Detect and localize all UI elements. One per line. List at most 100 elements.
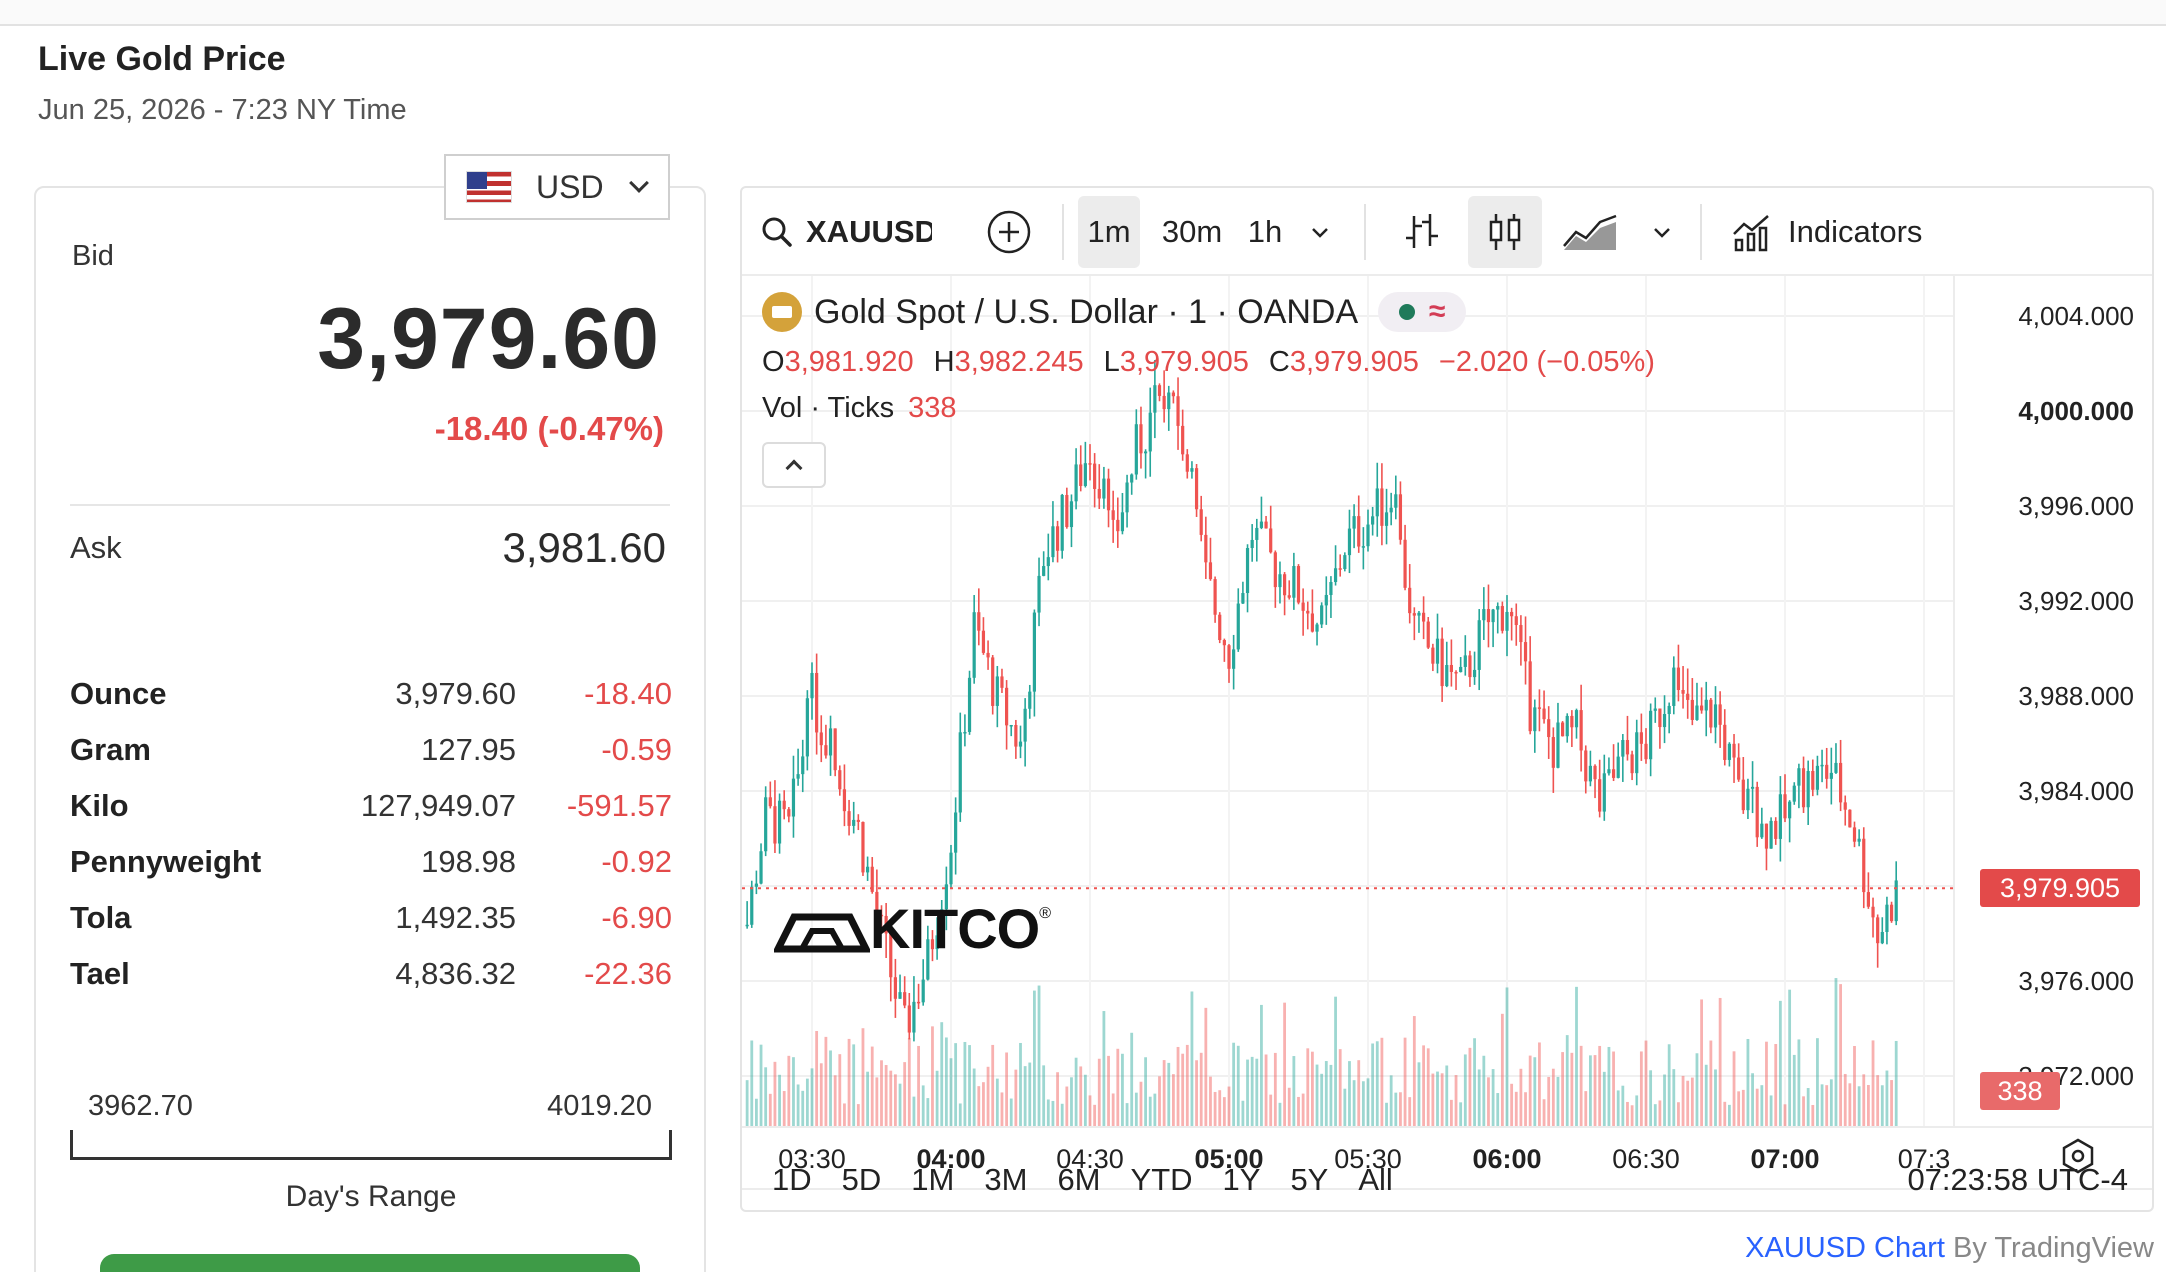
area-style-button[interactable] xyxy=(1562,196,1618,268)
candle-body xyxy=(1283,574,1287,596)
volume-bar xyxy=(1718,997,1722,1126)
tradingview-attribution[interactable]: XAUUSD Chart By TradingView xyxy=(1745,1232,2154,1265)
candle-body xyxy=(898,992,902,999)
compare-button[interactable] xyxy=(986,196,1032,268)
volume-bar xyxy=(1292,1056,1296,1126)
candle-body xyxy=(1797,768,1801,786)
volume-bar xyxy=(1686,1080,1690,1126)
toolbar-divider xyxy=(1062,204,1064,260)
add-circle-icon xyxy=(987,210,1031,254)
change-value: −2.020 (−0.05%) xyxy=(1438,346,1655,378)
volume-bar xyxy=(1528,1055,1532,1126)
candle-body xyxy=(1236,603,1240,650)
interval-1m[interactable]: 1m xyxy=(1078,196,1140,268)
bar-style-button[interactable] xyxy=(1402,196,1442,268)
volume-bar xyxy=(1885,1070,1889,1126)
candle-body xyxy=(916,1001,921,1004)
chart-settings-button[interactable] xyxy=(2058,1136,2098,1181)
candle-body xyxy=(1384,512,1389,526)
candle-body xyxy=(1287,595,1291,598)
cta-button[interactable] xyxy=(100,1254,640,1272)
symbol-search[interactable]: XAUUSD xyxy=(760,196,932,268)
candle-body xyxy=(1426,621,1430,648)
candle-body xyxy=(1139,424,1143,454)
candle-body xyxy=(815,672,819,733)
volume-bar xyxy=(1436,1071,1439,1126)
candle-body xyxy=(745,924,749,927)
volume-bar xyxy=(958,1103,962,1126)
range-button-5y[interactable]: 5Y xyxy=(1290,1162,1329,1197)
candle-body xyxy=(1333,568,1338,583)
candle-body xyxy=(1055,526,1060,551)
candle-body xyxy=(1866,892,1870,907)
candle-body xyxy=(777,800,782,844)
candle-body xyxy=(1375,488,1379,517)
candle-body xyxy=(1371,516,1375,525)
interval-30m[interactable]: 30m xyxy=(1161,214,1223,249)
candle-body xyxy=(1042,566,1046,576)
candle-body xyxy=(1245,548,1250,594)
low-label: L xyxy=(1103,346,1120,378)
volume-bar xyxy=(1260,1004,1263,1126)
volume-bar xyxy=(870,1046,874,1126)
candle-body xyxy=(1690,699,1694,720)
currency-select[interactable]: USD xyxy=(444,154,670,220)
volume-bar xyxy=(1496,1093,1500,1126)
candle-body xyxy=(1700,705,1704,711)
range-high: 4019.20 xyxy=(547,1090,652,1122)
candle-body xyxy=(773,806,777,844)
range-button-6m[interactable]: 6M xyxy=(1057,1162,1101,1197)
candle-body xyxy=(1014,725,1018,747)
volume-bar xyxy=(1792,1054,1796,1126)
volume-bar xyxy=(1385,1102,1388,1126)
range-button-all[interactable]: All xyxy=(1358,1162,1393,1197)
market-status-pill[interactable]: ≈ xyxy=(1378,292,1467,332)
range-button-5d[interactable]: 5D xyxy=(841,1162,882,1197)
volume-bar xyxy=(1857,1086,1861,1126)
volume-bar xyxy=(792,1057,795,1126)
volume-bar xyxy=(982,1082,985,1126)
volume-bar xyxy=(1250,1056,1254,1126)
chart-plot-area[interactable]: 4,004.000 4,000.000 3,996.000 3,992.000 3,98… xyxy=(742,276,2152,1126)
volume-bar xyxy=(995,1078,999,1126)
time-axis[interactable]: 03:30 04:00 04:30 05:00 05:30 06:00 06:30 07:00… xyxy=(742,1126,2152,1186)
volume-bar xyxy=(1033,990,1036,1126)
candle-body xyxy=(1264,521,1268,529)
candle-body xyxy=(1361,546,1365,548)
oanda-logo-icon xyxy=(762,292,802,332)
unit-name: Ounce xyxy=(70,676,167,711)
indicators-button[interactable]: Indicators xyxy=(1730,196,1922,268)
volume-bar xyxy=(1232,1042,1236,1126)
range-button-3m[interactable]: 3M xyxy=(984,1162,1028,1197)
volume-bar xyxy=(1626,1101,1629,1126)
volume-bar xyxy=(1788,989,1792,1126)
market-open-icon xyxy=(1398,304,1415,320)
candles-style-button[interactable] xyxy=(1468,196,1542,268)
collapse-legend-button[interactable] xyxy=(762,442,826,488)
unit-price-table: Ounce 3,979.60 -18.40 Gram 127.95 -0.59 … xyxy=(70,666,672,1002)
time-axis-label: 03:30 xyxy=(778,1144,846,1174)
candle-body xyxy=(1505,611,1509,631)
range-button-1y[interactable]: 1Y xyxy=(1222,1162,1261,1197)
chart-link[interactable]: XAUUSD Chart xyxy=(1745,1232,1945,1264)
interval-1h[interactable]: 1h xyxy=(1247,214,1283,249)
volume-bar xyxy=(1088,1095,1092,1126)
candle-body xyxy=(810,672,814,699)
candle-body xyxy=(1417,612,1421,616)
candle-body xyxy=(1037,575,1041,613)
interval-dropdown[interactable] xyxy=(1308,196,1332,268)
unit-change: -0.59 xyxy=(601,732,672,767)
candle-body xyxy=(764,797,768,852)
range-button-1m[interactable]: 1M xyxy=(911,1162,955,1197)
volume-bar xyxy=(1547,1076,1551,1126)
style-dropdown[interactable] xyxy=(1650,196,1674,268)
range-button-ytd[interactable]: YTD xyxy=(1130,1162,1193,1197)
volume-bar xyxy=(1148,1096,1152,1126)
range-button-1d[interactable]: 1D xyxy=(772,1162,812,1197)
volume-bar xyxy=(1751,1073,1754,1126)
candle-body xyxy=(1514,616,1518,626)
volume-bar xyxy=(1473,1038,1476,1126)
volume-bar xyxy=(972,1068,976,1126)
page-timestamp: Jun 25, 2026 - 7:23 NY Time xyxy=(38,94,407,126)
time-axis-label: 04:30 xyxy=(1056,1144,1124,1174)
